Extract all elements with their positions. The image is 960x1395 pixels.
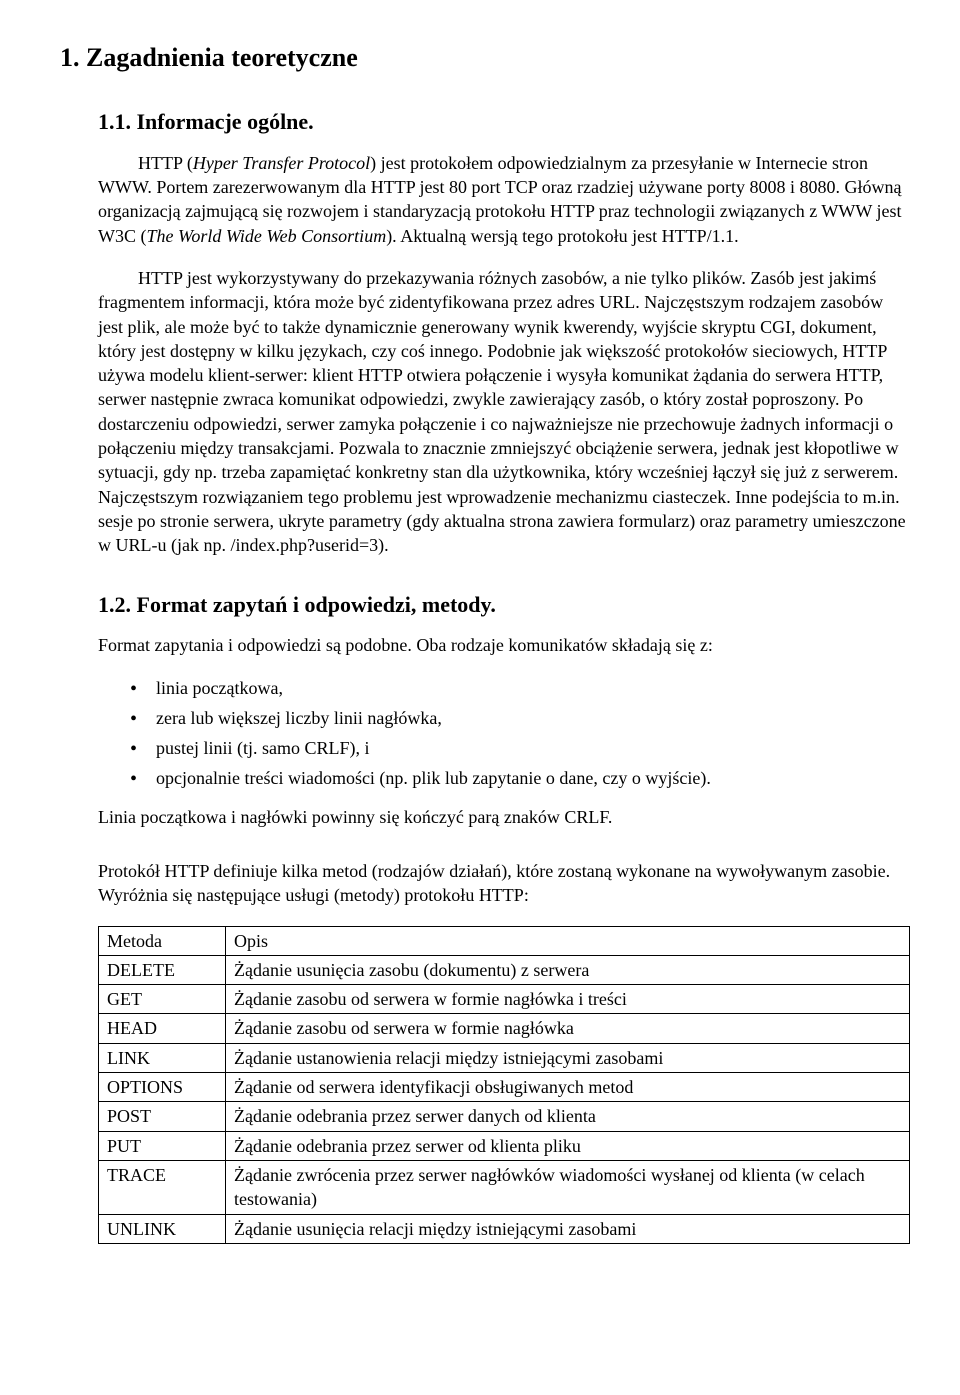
table-row: TRACE Żądanie zwrócenia przez serwer nag… bbox=[99, 1160, 910, 1214]
section-1-1-heading: 1.1. Informacje ogólne. bbox=[98, 107, 910, 137]
method-cell: TRACE bbox=[99, 1160, 226, 1214]
table-row: PUT Żądanie odebrania przez serwer od kl… bbox=[99, 1131, 910, 1160]
method-cell: UNLINK bbox=[99, 1214, 226, 1243]
methods-intro: Protokół HTTP definiuje kilka metod (rod… bbox=[98, 859, 910, 908]
desc-cell: Żądanie zwrócenia przez serwer nagłówków… bbox=[226, 1160, 910, 1214]
table-row: DELETE Żądanie usunięcia zasobu (dokumen… bbox=[99, 955, 910, 984]
para1-italic-2: The World Wide Web Consortium bbox=[147, 226, 387, 246]
table-row: POST Żądanie odebrania przez serwer dany… bbox=[99, 1102, 910, 1131]
method-cell: POST bbox=[99, 1102, 226, 1131]
section-1-1-para-1: HTTP (Hyper Transfer Protocol) jest prot… bbox=[98, 151, 910, 248]
method-cell: HEAD bbox=[99, 1014, 226, 1043]
desc-cell: Żądanie zasobu od serwera w formie nagłó… bbox=[226, 985, 910, 1014]
list-item: zera lub większej liczby linii nagłówka, bbox=[130, 706, 910, 730]
desc-cell: Żądanie zasobu od serwera w formie nagłó… bbox=[226, 1014, 910, 1043]
section-1-2-heading: 1.2. Format zapytań i odpowiedzi, metody… bbox=[98, 590, 910, 620]
table-header-method: Metoda bbox=[99, 926, 226, 955]
list-item: linia początkowa, bbox=[130, 676, 910, 700]
http-methods-table: Metoda Opis DELETE Żądanie usunięcia zas… bbox=[98, 926, 910, 1244]
table-row: GET Żądanie zasobu od serwera w formie n… bbox=[99, 985, 910, 1014]
table-row: LINK Żądanie ustanowienia relacji między… bbox=[99, 1043, 910, 1072]
para1-prefix: HTTP ( bbox=[138, 153, 193, 173]
table-header-row: Metoda Opis bbox=[99, 926, 910, 955]
table-row: OPTIONS Żądanie od serwera identyfikacji… bbox=[99, 1073, 910, 1102]
desc-cell: Żądanie usunięcia zasobu (dokumentu) z s… bbox=[226, 955, 910, 984]
desc-cell: Żądanie odebrania przez serwer od klient… bbox=[226, 1131, 910, 1160]
method-cell: DELETE bbox=[99, 955, 226, 984]
method-cell: LINK bbox=[99, 1043, 226, 1072]
after-bullets-text: Linia początkowa i nagłówki powinny się … bbox=[98, 805, 910, 829]
method-cell: PUT bbox=[99, 1131, 226, 1160]
table-row: UNLINK Żądanie usunięcia relacji między … bbox=[99, 1214, 910, 1243]
section-1-1-para-2: HTTP jest wykorzystywany do przekazywani… bbox=[98, 266, 910, 558]
section-1-2-intro: Format zapytania i odpowiedzi są podobne… bbox=[98, 633, 910, 657]
desc-cell: Żądanie usunięcia relacji między istniej… bbox=[226, 1214, 910, 1243]
method-cell: OPTIONS bbox=[99, 1073, 226, 1102]
desc-cell: Żądanie ustanowienia relacji między istn… bbox=[226, 1043, 910, 1072]
method-cell: GET bbox=[99, 985, 226, 1014]
list-item: opcjonalnie treści wiadomości (np. plik … bbox=[130, 766, 910, 790]
desc-cell: Żądanie od serwera identyfikacji obsługi… bbox=[226, 1073, 910, 1102]
table-header-desc: Opis bbox=[226, 926, 910, 955]
table-row: HEAD Żądanie zasobu od serwera w formie … bbox=[99, 1014, 910, 1043]
para1-end: ). Aktualną wersją tego protokołu jest H… bbox=[386, 226, 738, 246]
format-bullet-list: linia początkowa, zera lub większej licz… bbox=[130, 676, 910, 791]
list-item: pustej linii (tj. samo CRLF), i bbox=[130, 736, 910, 760]
page-title: 1. Zagadnienia teoretyczne bbox=[60, 40, 910, 75]
para1-italic-1: Hyper Transfer Protocol bbox=[193, 153, 370, 173]
desc-cell: Żądanie odebrania przez serwer danych od… bbox=[226, 1102, 910, 1131]
